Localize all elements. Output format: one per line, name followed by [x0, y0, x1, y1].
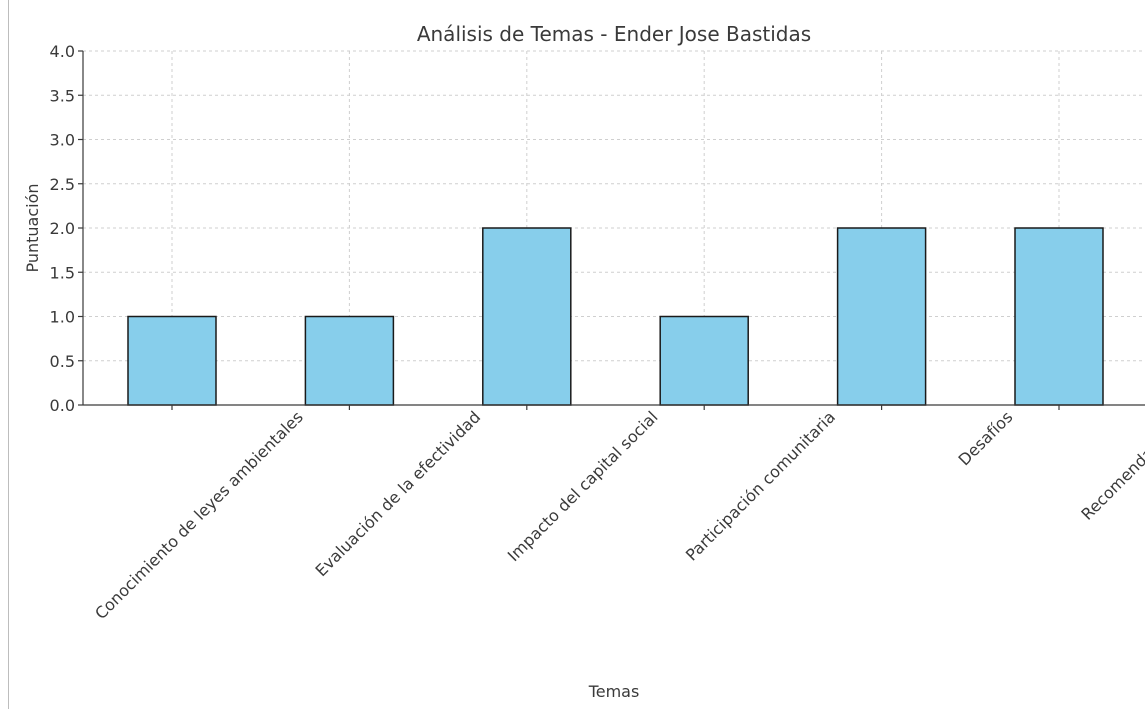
- bars-layer: [127, 227, 1104, 406]
- x-tick-label: Evaluación de la efectividad: [311, 407, 484, 580]
- x-axis-label: Temas: [588, 682, 640, 701]
- bar: [304, 315, 395, 406]
- ticks-layer: 0.0 0.5 1.0 1.5 2.0 2.5 3.0 3.5 4.0: [50, 42, 1060, 415]
- y-tick-label: 2.0: [50, 219, 75, 238]
- x-tick-label: Conocimiento de leyes ambientales: [91, 407, 307, 623]
- chart-title: Análisis de Temas - Ender Jose Bastidas: [417, 22, 811, 46]
- y-axis-label: Puntuación: [23, 183, 42, 272]
- labels-layer: Conocimiento de leyes ambientales Evaluac…: [91, 407, 1145, 623]
- y-tick-label: 2.5: [50, 175, 75, 194]
- y-tick-label: 1.0: [50, 308, 75, 327]
- bar: [482, 227, 572, 406]
- y-tick-label: 0.5: [50, 352, 75, 371]
- bar: [1014, 227, 1104, 406]
- bar: [659, 315, 749, 406]
- x-tick-label: Participación comunitaria: [682, 407, 839, 564]
- y-tick-label: 4.0: [50, 42, 75, 61]
- y-tick-label: 3.0: [50, 131, 75, 150]
- y-tick-label: 0.0: [50, 396, 75, 415]
- x-tick-label: Impacto del capital social: [504, 407, 662, 565]
- x-tick-label: Desafíos: [955, 407, 1017, 469]
- grid-layer: [83, 50, 1145, 405]
- x-tick-label: Recomendaciones: [1077, 407, 1145, 523]
- bar: [836, 227, 927, 406]
- frame-edge: [8, 0, 9, 709]
- bar: [127, 315, 217, 406]
- y-tick-label: 3.5: [50, 86, 75, 105]
- y-tick-label: 1.5: [50, 263, 75, 282]
